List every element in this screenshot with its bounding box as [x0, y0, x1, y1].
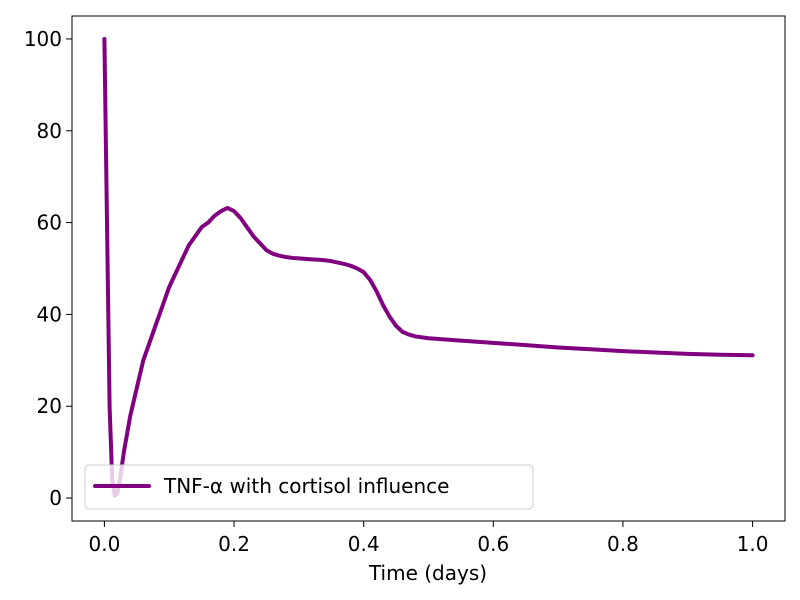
legend-label: TNF-α with cortisol influence	[163, 474, 449, 498]
x-axis-title: Time (days)	[368, 561, 487, 585]
x-tick-label: 0.6	[477, 532, 509, 556]
y-tick-label: 40	[37, 302, 62, 326]
series-line-0	[102, 36, 755, 498]
y-tick-label: 60	[37, 211, 62, 235]
x-tick-label: 0.0	[89, 532, 121, 556]
y-axis: 0 20 40 60 80 100	[24, 27, 72, 510]
y-tick-label: 80	[37, 119, 62, 143]
x-tick-label: 0.2	[218, 532, 250, 556]
x-tick-label: 1.0	[737, 532, 769, 556]
legend-box	[84, 464, 534, 510]
x-tick-label: 0.8	[607, 532, 639, 556]
legend: TNF-α with cortisol influence	[84, 464, 534, 510]
plot-frame	[71, 15, 786, 522]
y-tick-label: 20	[37, 394, 62, 418]
y-tick-label: 0	[49, 486, 62, 510]
x-axis: 0.0 0.2 0.4 0.6 0.8 1.0	[89, 521, 769, 556]
x-tick-label: 0.4	[348, 532, 380, 556]
y-tick-label: 100	[24, 27, 62, 51]
series-layer	[102, 36, 755, 498]
